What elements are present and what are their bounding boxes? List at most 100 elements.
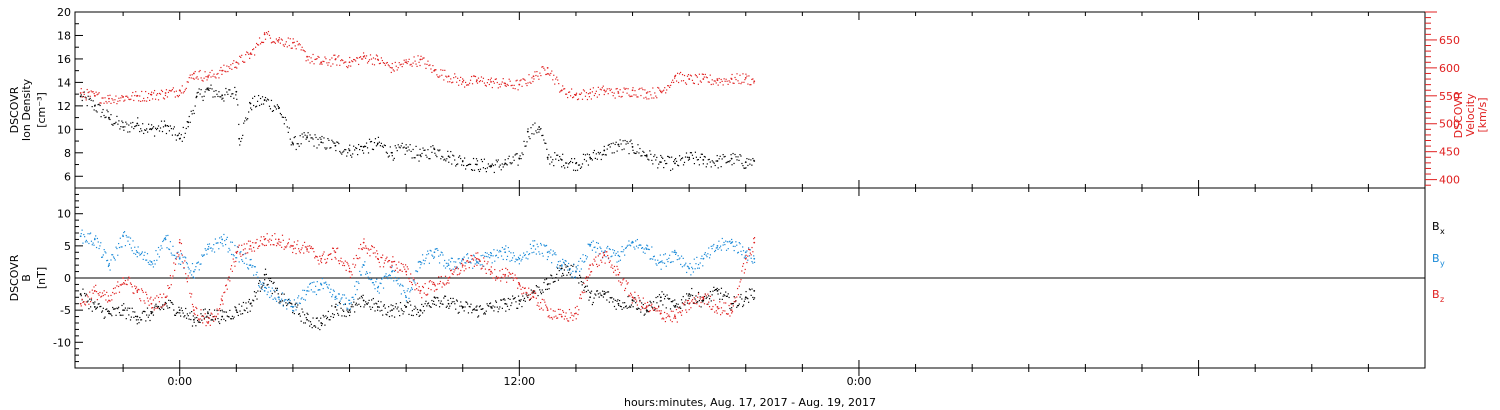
bz-dot <box>294 247 296 249</box>
top-series-0-dot <box>531 133 533 135</box>
top-series-0-dot <box>145 129 147 131</box>
by-dot <box>472 267 474 269</box>
bx-dot <box>140 319 143 321</box>
by-dot <box>118 246 121 249</box>
top-series-1-dot <box>342 59 344 62</box>
by-dot <box>436 247 438 250</box>
bz-dot <box>629 295 631 297</box>
top-series-0-dot <box>664 160 666 162</box>
top-series-1-dot <box>307 59 309 61</box>
top-series-1-dot <box>743 81 745 83</box>
by-dot <box>486 252 488 254</box>
by-dot <box>400 293 402 295</box>
by-dot <box>376 290 379 292</box>
bx-dot <box>426 305 428 307</box>
bx-dot <box>441 303 443 305</box>
bz-dot <box>390 266 392 269</box>
bx-dot <box>213 316 215 318</box>
by-dot <box>392 270 394 272</box>
bx-dot <box>129 319 132 321</box>
bz-dot <box>263 236 265 238</box>
bz-dot <box>735 300 737 302</box>
bz-dot <box>565 312 567 314</box>
bx-dot <box>620 306 622 308</box>
by-dot <box>673 251 675 253</box>
bx-dot <box>224 311 226 313</box>
bz-dot <box>438 276 440 278</box>
bz-dot <box>220 298 222 300</box>
bx-dot <box>252 299 254 301</box>
bz-dot <box>708 306 711 308</box>
by-dot <box>444 267 447 269</box>
top-series-1-point <box>292 41 294 44</box>
bz-dot <box>618 271 621 274</box>
bz-dot <box>238 244 240 246</box>
bz-dot <box>670 310 672 312</box>
by-dot <box>701 255 703 257</box>
bz-dot <box>174 269 176 272</box>
top-series-0-dot <box>303 132 305 134</box>
bx-dot <box>148 314 150 316</box>
by-dot <box>130 247 132 249</box>
by-dot <box>373 284 375 286</box>
by-dot <box>534 240 536 242</box>
top-series-1-dot <box>709 74 711 76</box>
bz-dot <box>135 286 138 288</box>
by-dot <box>320 284 323 286</box>
bz-dot <box>513 277 515 279</box>
top-series-1-dot <box>187 81 189 83</box>
by-dot <box>522 256 524 258</box>
top-series-1-dot <box>742 73 744 75</box>
by-dot <box>620 251 622 253</box>
bz-dot <box>505 267 507 269</box>
by-dot <box>84 236 86 238</box>
bz-dot <box>159 293 161 295</box>
bx-dot <box>750 294 752 296</box>
bx-dot <box>438 306 441 308</box>
top-series-0-dot <box>387 156 389 158</box>
bz-dot <box>110 294 112 297</box>
top-series-1-dot <box>712 83 714 85</box>
bx-dot <box>397 306 399 308</box>
bx-dot <box>265 273 267 276</box>
bx-dot <box>523 297 526 300</box>
bz-dot <box>593 258 595 260</box>
bz-dot <box>176 252 178 254</box>
bx-dot <box>467 312 470 314</box>
top-series-1-dot <box>251 53 253 55</box>
bx-dot <box>423 310 425 312</box>
bz-dot <box>435 289 437 291</box>
by-dot <box>572 270 574 272</box>
top-series-0-dot <box>625 143 627 145</box>
by-dot <box>104 251 106 253</box>
top-series-1-dot <box>663 89 665 91</box>
top-series-1-dot <box>707 81 709 83</box>
bz-dot <box>703 298 705 300</box>
bx-dot <box>605 291 607 294</box>
bx-dot <box>447 299 449 301</box>
top-series-0-dot <box>403 146 405 148</box>
bx-dot <box>677 303 679 305</box>
by-dot <box>370 279 372 281</box>
bz-dot <box>600 259 602 261</box>
by-dot <box>461 258 464 261</box>
top-series-1-dot <box>497 87 499 89</box>
top-series-0-point <box>238 137 241 140</box>
bz-dot <box>475 252 477 254</box>
by-dot <box>358 282 360 285</box>
by-dot <box>564 259 566 262</box>
top-series-1-dot <box>665 92 667 94</box>
top-series-0-point <box>702 158 705 161</box>
top-series-0-dot <box>291 141 293 143</box>
top-series-1-dot <box>153 89 156 92</box>
by-dot <box>165 235 167 237</box>
by-dot <box>141 251 143 253</box>
bx-dot <box>219 322 221 325</box>
bz-dot <box>472 259 475 261</box>
bz-dot <box>321 255 323 257</box>
top-series-1-dot <box>632 87 634 89</box>
by-dot <box>429 249 431 252</box>
bz-dot <box>603 254 605 256</box>
by-dot <box>354 285 356 287</box>
by-dot <box>412 279 414 281</box>
